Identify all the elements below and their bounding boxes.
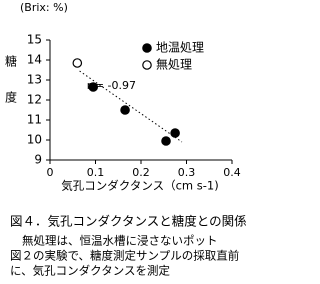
point	[170, 128, 180, 138]
note: に、気孔コンダクタンスを測定	[10, 264, 170, 278]
point	[120, 105, 130, 115]
x-tick-label: 0.2	[132, 166, 150, 179]
y-tick-label: 15	[27, 33, 42, 47]
y-tick-label: 13	[27, 73, 42, 87]
y-axis-label: 糖度	[4, 54, 18, 127]
legend-label: 地温処理	[156, 41, 204, 55]
x-tick-label: 0.1	[87, 166, 105, 179]
x-axis-label: 気孔コンダクタンス（cm s-1)	[61, 179, 218, 193]
legend-marker	[142, 43, 152, 53]
annotation: r = -0.97	[87, 79, 136, 92]
x-tick-label: 0.3	[178, 166, 196, 179]
chart: (Brix: %) 糖度 気孔コンダクタンス（cm s-1) r = -0.97…	[4, 1, 247, 278]
legend-marker	[142, 60, 152, 70]
caption: 図４．気孔コンダクタンスと糖度との関係	[10, 214, 247, 229]
point	[72, 58, 83, 68]
point	[161, 136, 171, 146]
x-tick-label: 0.4	[223, 166, 241, 179]
note: 無処理は、恒温水槽に浸さないポット	[22, 234, 218, 248]
y-tick-label: 14	[27, 53, 42, 67]
y-tick-label: 11	[27, 113, 42, 127]
trendline	[79, 70, 183, 143]
y-unit: (Brix: %)	[20, 1, 68, 14]
x-tick-label: 0	[47, 166, 54, 179]
legend-label: 無処理	[156, 57, 192, 72]
y-tick-label: 10	[27, 133, 42, 147]
point	[88, 82, 99, 92]
note: 図２の実験で、糖度測定サンプルの採取直前	[10, 249, 239, 263]
y-tick-label: 12	[27, 93, 42, 107]
y-tick-label: 9	[34, 153, 42, 167]
